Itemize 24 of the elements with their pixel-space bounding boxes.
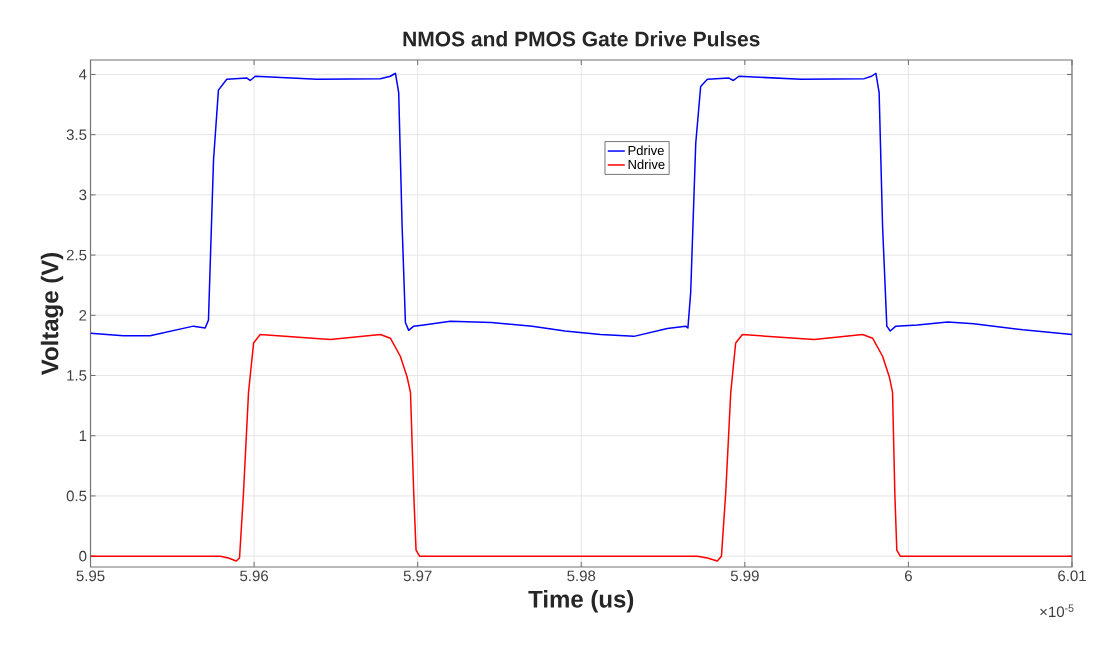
x-tick-label: 6	[905, 570, 912, 582]
line-series	[90, 333, 1072, 562]
y-tick-label: 1	[79, 430, 87, 441]
y-tick-label: 2.5	[66, 249, 87, 261]
legend-label: Ndrive	[628, 159, 665, 170]
legend-label: Pdrive	[628, 145, 664, 156]
line-series	[90, 72, 1072, 338]
y-tick-label: 0.5	[66, 490, 87, 502]
y-tick-label: 3.5	[66, 129, 87, 140]
text: ×10$^{-5}$	[1040, 604, 1074, 618]
y-tick-label: 3	[79, 189, 87, 201]
x-tick-label: 5.97	[403, 570, 432, 582]
y-tick-label: 1.5	[67, 370, 87, 381]
x-tick-label: 5.96	[240, 570, 269, 582]
y-tick-label: 4	[78, 69, 87, 80]
y-tick-label: 0	[79, 550, 87, 562]
y-tick-label: 2	[79, 310, 87, 321]
x-tick-label: 5.98	[567, 570, 596, 582]
x-tick-label: 5.95	[76, 570, 105, 582]
chart-title: NMOS and PMOS Gate Drive Pulses	[403, 31, 760, 47]
x-tick-label: 5.99	[730, 570, 759, 582]
y-axis-title: Voltage (V)	[40, 252, 64, 376]
x-axis-title: Time (us)	[528, 590, 634, 613]
x-tick-label: 6.01	[1058, 570, 1086, 582]
